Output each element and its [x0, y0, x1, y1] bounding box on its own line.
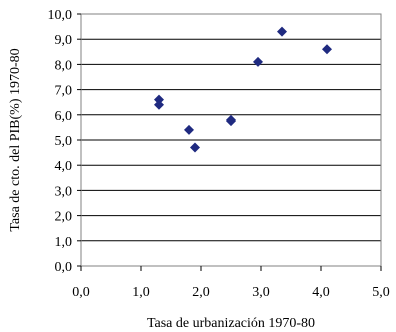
data-point — [277, 26, 287, 37]
y-tick-label: 9,0 — [55, 33, 73, 48]
y-tick-label: 3,0 — [55, 184, 73, 199]
data-point — [190, 142, 200, 153]
data-point — [154, 94, 164, 105]
x-tick-label: 3,0 — [252, 285, 270, 300]
data-point — [226, 116, 236, 127]
y-tick-label: 1,0 — [55, 235, 73, 250]
x-axis-title: Tasa de urbanización 1970-80 — [147, 316, 315, 331]
y-tick-label: 4,0 — [55, 159, 73, 174]
data-point — [184, 124, 194, 135]
y-tick-label: 2,0 — [55, 210, 73, 225]
y-tick-label: 5,0 — [55, 134, 73, 149]
y-axis-title: Tasa de cto. del PIB(%) 1970-80 — [8, 48, 23, 231]
data-points — [154, 26, 332, 153]
x-axis-ticks: 0,0 1,0 2,0 3,0 4,0 5,0 — [72, 266, 390, 300]
x-tick-label: 5,0 — [372, 285, 390, 300]
x-tick-label: 1,0 — [132, 285, 150, 300]
data-point — [154, 99, 164, 110]
x-tick-label: 4,0 — [312, 285, 330, 300]
y-tick-label: 7,0 — [55, 84, 73, 99]
y-tick-label: 0,0 — [55, 260, 73, 275]
data-point — [322, 44, 332, 55]
grid-layer — [81, 38, 381, 242]
y-tick-label: 10,0 — [48, 8, 73, 23]
x-tick-label: 2,0 — [192, 285, 210, 300]
data-point — [253, 56, 263, 67]
x-tick-label: 0,0 — [72, 285, 90, 300]
y-tick-label: 8,0 — [55, 58, 73, 73]
y-axis-ticks: 0,0 1,0 2,0 3,0 4,0 5,0 6,0 7,0 8,0 9,0 10,0 — [48, 8, 81, 275]
y-tick-label: 6,0 — [55, 109, 73, 124]
